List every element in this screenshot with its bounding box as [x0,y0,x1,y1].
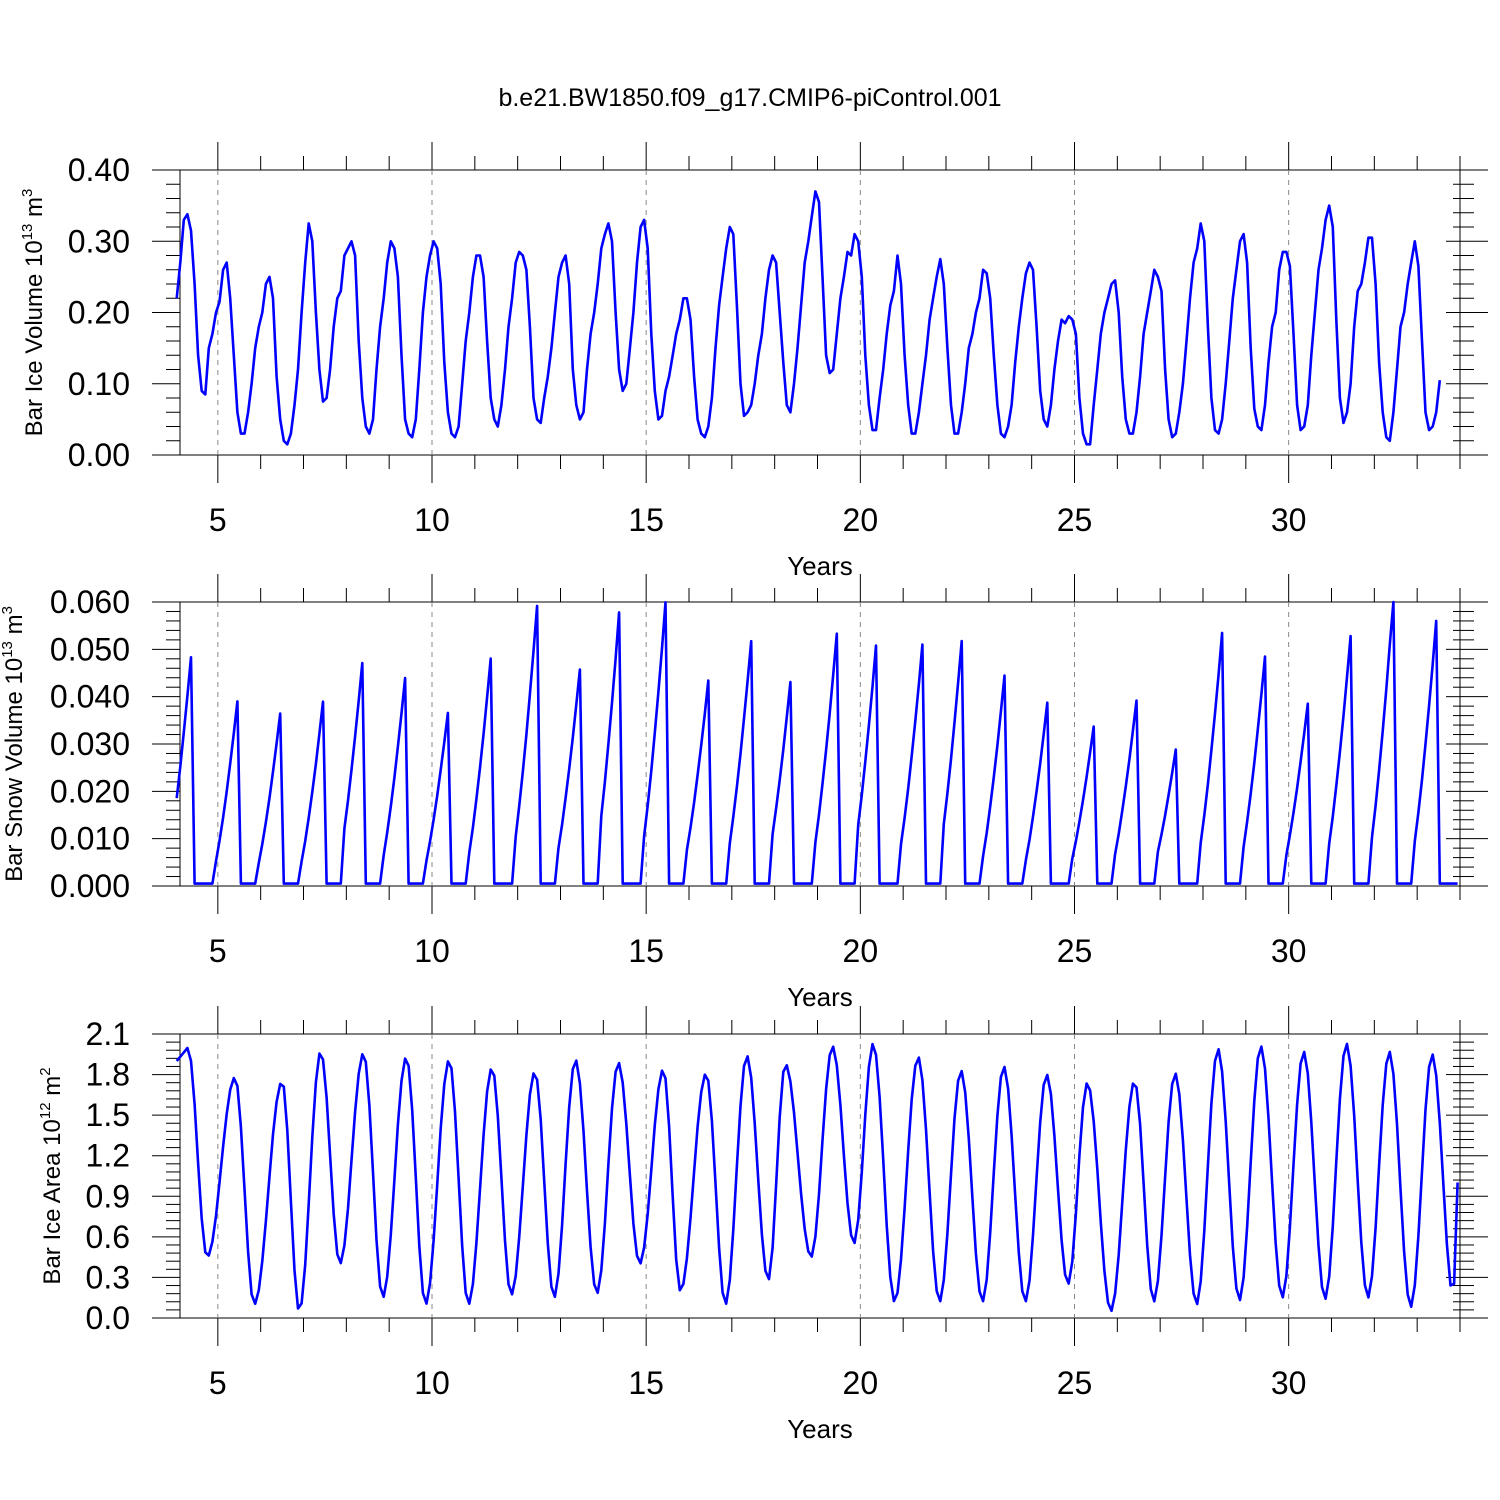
y-tick-label: 0.20 [68,295,130,331]
panel-1: 5 10 15 20 25 30 0.00 0.10 0.20 0.30 0.40 Years Bar … [19,142,1488,581]
y-tick-label: 0.00 [68,437,130,473]
y-tick-label: 2.1 [86,1016,130,1052]
series-line [175,190,1442,446]
x-tick-label: 5 [209,1365,227,1401]
y-tick-label: 0.010 [50,821,130,857]
x-tick-label: 10 [414,502,450,538]
y-tick-label: 1.2 [86,1138,130,1174]
y-tick-label: 1.8 [86,1057,130,1093]
x-tick-label: 25 [1057,502,1093,538]
panel-3: 5 10 15 20 25 30 0.0 0.3 0.6 0.9 1.2 1.5 1.8 2.1 Years… [37,1006,1488,1444]
x-tick-label: 30 [1271,1365,1307,1401]
x-axis-label: Years [787,1414,853,1444]
y-axis-label: Bar Ice Area 1012 m2 [37,1067,66,1284]
x-tick-label: 20 [843,1365,879,1401]
x-tick-label: 10 [414,1365,450,1401]
x-tick-label: 30 [1271,933,1307,969]
x-axis-label: Years [787,982,853,1012]
y-tick-label: 0.030 [50,726,130,762]
x-tick-label: 20 [843,933,879,969]
y-tick-label: 0.000 [50,868,130,904]
y-tick-label: 0.9 [86,1178,130,1214]
y-tick-label: 0.050 [50,631,130,667]
x-tick-label: 5 [209,502,227,538]
x-tick-label: 15 [628,502,664,538]
y-axis-label: Bar Snow Volume 1013 m3 [0,606,28,882]
y-tick-label: 0.0 [86,1300,130,1336]
y-tick-label: 0.30 [68,223,130,259]
x-tick-label: 30 [1271,502,1307,538]
y-tick-label: 0.3 [86,1259,130,1295]
x-axis-label: Years [787,551,853,581]
y-tick-label: 1.5 [86,1097,130,1133]
x-tick-label: 15 [628,1365,664,1401]
y-tick-label: 0.060 [50,584,130,620]
chart-title: b.e21.BW1850.f09_g17.CMIP6-piControl.001 [498,84,1001,112]
y-tick-label: 0.020 [50,773,130,809]
series-line [175,1042,1459,1313]
x-tick-label: 20 [843,502,879,538]
x-tick-label: 15 [628,933,664,969]
y-tick-label: 0.40 [68,152,130,188]
series-line [175,600,1458,885]
y-tick-label: 0.10 [68,366,130,402]
y-tick-label: 0.6 [86,1219,130,1255]
x-tick-label: 25 [1057,1365,1093,1401]
panel-2: 5 10 15 20 25 30 0.000 0.010 0.020 0.030 0.040 0.05… [0,574,1488,1012]
x-tick-label: 10 [414,933,450,969]
x-tick-label: 25 [1057,933,1093,969]
y-tick-label: 0.040 [50,679,130,715]
x-tick-label: 5 [209,933,227,969]
y-axis-label: Bar Ice Volume 1013 m3 [19,189,48,437]
plot-frame [179,1033,1461,1319]
